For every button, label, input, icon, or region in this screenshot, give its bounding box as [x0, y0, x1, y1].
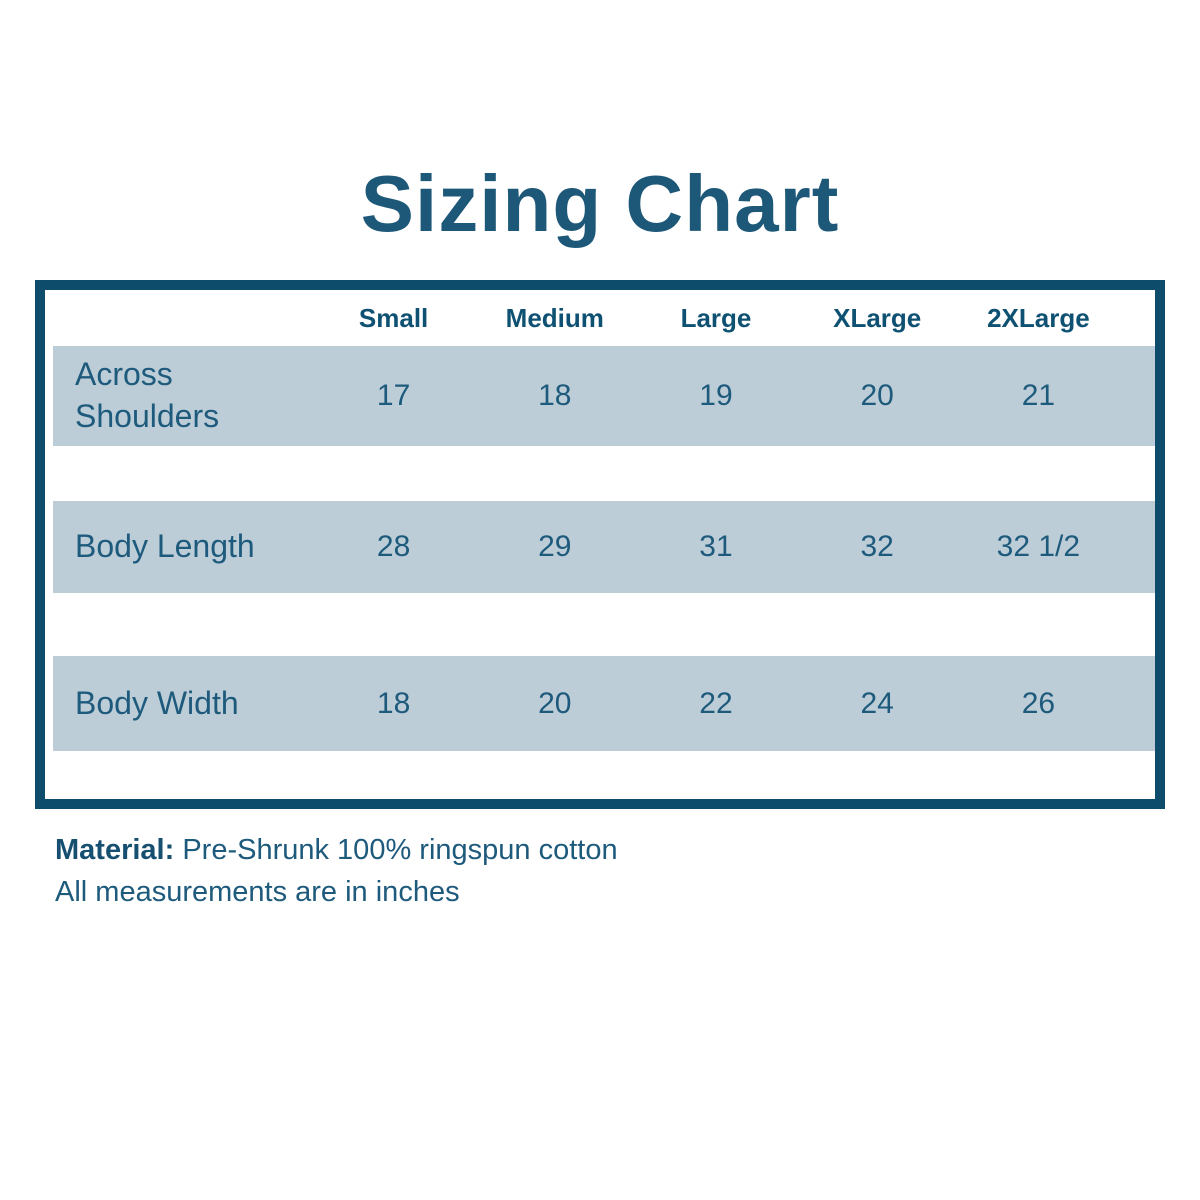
material-value: Pre-Shrunk 100% ringspun cotton: [182, 834, 618, 866]
measurements-note: All measurements are in inches: [55, 876, 460, 909]
cell-value: 31: [699, 530, 733, 563]
row-spacer: [53, 751, 1155, 799]
row-label: Body Width: [53, 683, 313, 725]
cell-value: 22: [699, 686, 733, 720]
material-line: Material: Pre-Shrunk 100% ringspun cotto…: [55, 829, 1200, 871]
cell-value: 19: [699, 379, 733, 412]
row-label: Body Length: [53, 526, 313, 568]
cell-value: 18: [538, 379, 572, 412]
material-label: Material:: [55, 834, 175, 866]
cell-value: 28: [376, 530, 411, 563]
sizing-table: Small Medium Large XLarge 2XLarge Across…: [35, 280, 1165, 809]
footer-notes: Material: Pre-Shrunk 100% ringspun cotto…: [55, 829, 1200, 913]
row-label-text: Across Shoulders: [75, 356, 220, 434]
table-row-across-shoulders: Across Shoulders 17 18 19 20 21: [53, 346, 1155, 446]
cell-value: 32: [860, 530, 894, 563]
cell-value: 26: [1021, 686, 1056, 720]
row-label: Across Shoulders: [53, 354, 313, 437]
table-row-body-width: Body Width 18 20 22 24 26: [53, 656, 1155, 751]
cell-value: 24: [860, 686, 894, 720]
cell-value: 29: [538, 530, 572, 563]
header-cell-medium: Medium: [505, 302, 604, 333]
cell-value: 21: [1021, 379, 1056, 412]
header-cell-xlarge: XLarge: [833, 302, 922, 333]
cell-value: 17: [376, 379, 411, 412]
row-spacer: [53, 593, 1155, 656]
page-title: Sizing Chart: [360, 159, 840, 248]
cell-value: 20: [860, 379, 894, 412]
header-cell-small: Small: [358, 302, 429, 333]
header-cell-large: Large: [680, 302, 752, 333]
row-label-text: Body Width: [75, 684, 239, 721]
table-header-row: Small Medium Large XLarge 2XLarge: [53, 290, 1155, 346]
cell-value: 18: [376, 686, 411, 720]
row-spacer: [53, 446, 1155, 501]
table-row-body-length: Body Length 28 29 31 32 32 1/2: [53, 501, 1155, 593]
row-label-text: Body Length: [75, 528, 255, 565]
cell-value: 32 1/2: [996, 530, 1081, 563]
cell-value: 20: [538, 686, 572, 720]
header-cell-2xlarge: 2XLarge: [987, 302, 1090, 333]
